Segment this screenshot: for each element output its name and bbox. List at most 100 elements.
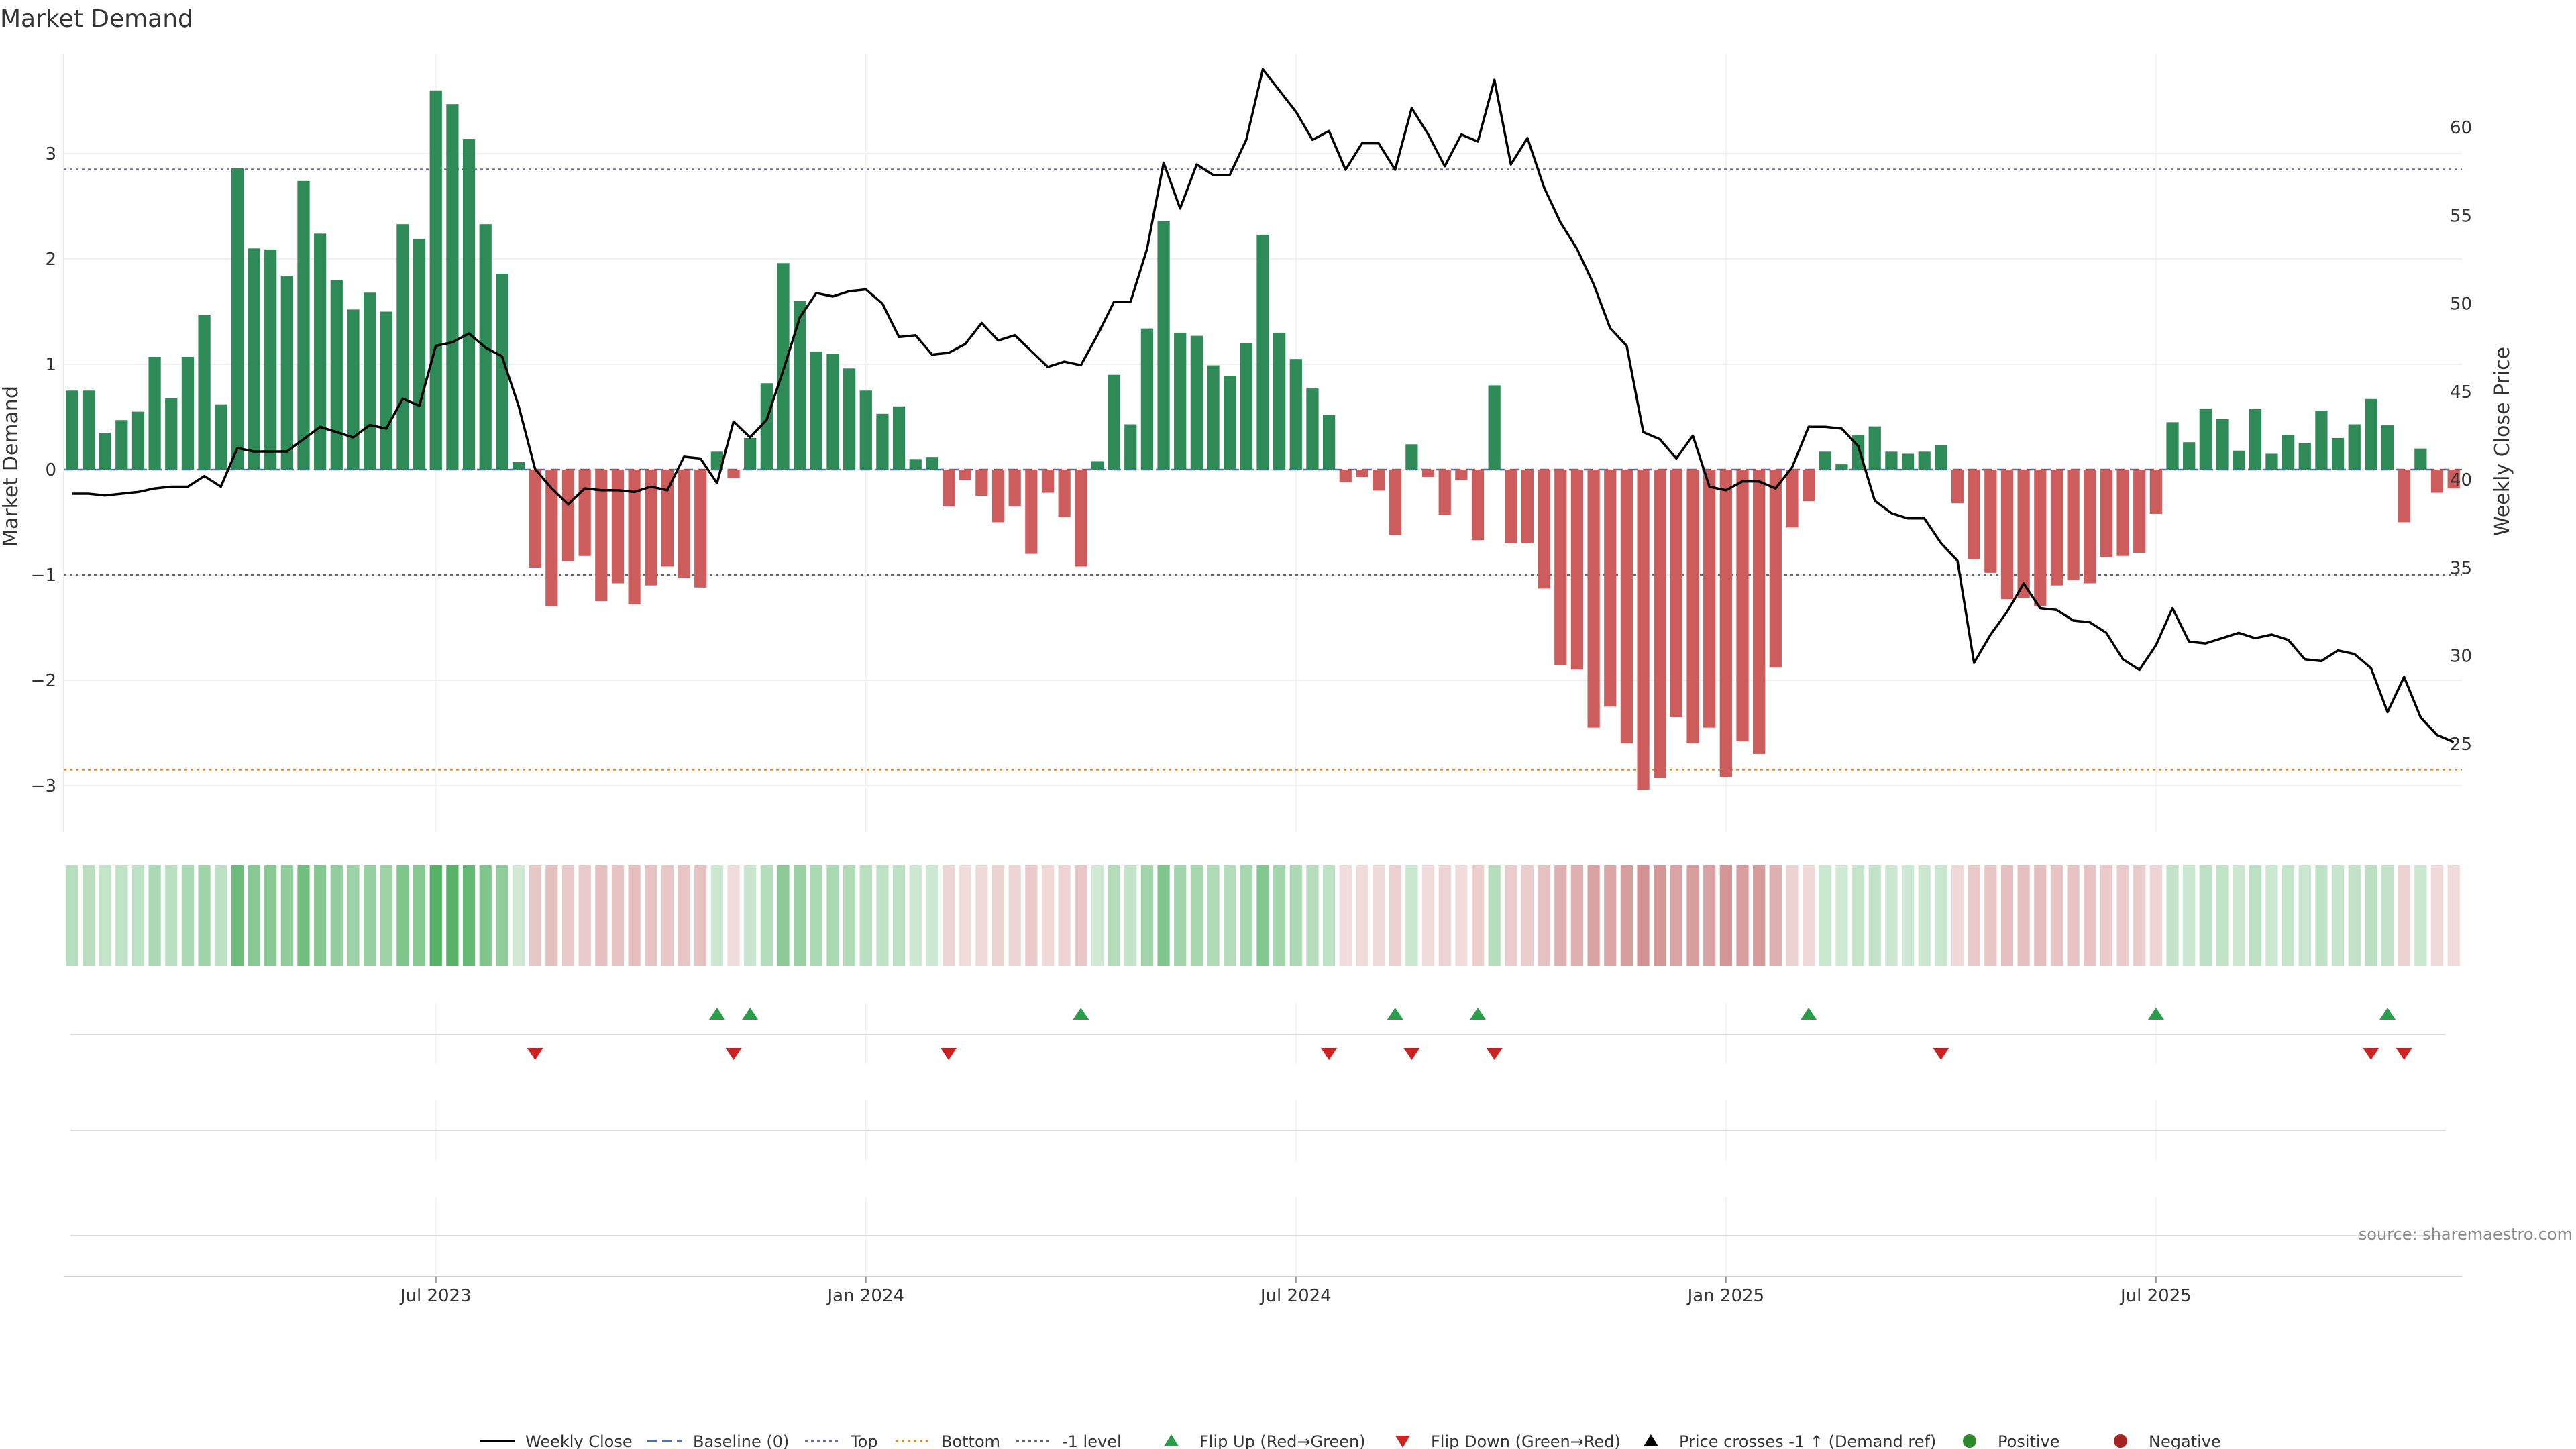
heat-cell bbox=[2447, 865, 2460, 966]
demand-bar bbox=[1637, 470, 1650, 790]
y-right-tick-label: 50 bbox=[2450, 294, 2472, 315]
demand-bar bbox=[314, 233, 327, 470]
x-axis: Jul 2023 Jan 2024 Jul 2024 Jan 2025 Jul 2025 bbox=[64, 1276, 2462, 1306]
heat-cell bbox=[959, 865, 971, 966]
heat-cell bbox=[2034, 865, 2047, 966]
y-left-tick-label: 3 bbox=[45, 144, 56, 164]
legend-label: Top bbox=[850, 1432, 878, 1449]
demand-bar bbox=[1505, 470, 1517, 543]
flip-up-marker bbox=[1387, 1008, 1403, 1020]
demand-bar bbox=[1025, 470, 1038, 554]
heat-cell bbox=[892, 865, 906, 966]
heat-cell bbox=[2430, 865, 2444, 966]
heat-cell bbox=[1554, 865, 1567, 966]
demand-bar bbox=[1984, 470, 1997, 573]
heat-cell bbox=[1604, 865, 1617, 966]
heat-cell bbox=[794, 865, 806, 966]
demand-bar bbox=[1058, 470, 1071, 517]
y-right-tick-label: 60 bbox=[2450, 118, 2472, 138]
demand-bar bbox=[892, 406, 906, 470]
demand-bar bbox=[181, 357, 195, 470]
demand-bar bbox=[165, 398, 178, 470]
y-right-tick-label: 40 bbox=[2450, 470, 2472, 490]
heat-cell bbox=[1190, 865, 1203, 966]
demand-bar bbox=[1686, 470, 1699, 744]
heat-cell bbox=[2149, 865, 2163, 966]
chart-title: Market Demand bbox=[0, 5, 193, 33]
heat-cell bbox=[148, 865, 161, 966]
heat-cell bbox=[198, 865, 211, 966]
heat-cell bbox=[99, 865, 111, 966]
weekly-close-line bbox=[72, 68, 2455, 743]
demand-bar bbox=[2050, 470, 2063, 586]
demand-bar bbox=[694, 470, 707, 588]
x-tick-label: Jan 2025 bbox=[1686, 1286, 1765, 1306]
demand-bar bbox=[1587, 470, 1600, 728]
y-right-axis-label: Weekly Close Price bbox=[2491, 347, 2514, 536]
heat-cell bbox=[1637, 865, 1650, 966]
heat-cell bbox=[2084, 865, 2096, 966]
demand-bar bbox=[148, 357, 161, 470]
heat-cell bbox=[1753, 865, 1766, 966]
heat-cell bbox=[231, 865, 244, 966]
y-right-tick-label: 55 bbox=[2450, 206, 2472, 226]
heat-cell bbox=[66, 865, 78, 966]
demand-bar bbox=[1471, 470, 1485, 541]
heat-cell bbox=[1703, 865, 1716, 966]
demand-bar bbox=[760, 383, 773, 470]
legend-label: Bottom bbox=[941, 1432, 1000, 1449]
heat-cell bbox=[926, 865, 938, 966]
demand-bar bbox=[2216, 419, 2229, 470]
heat-cell bbox=[1951, 865, 1964, 966]
flip-up-marker bbox=[1801, 1008, 1817, 1020]
heat-cell bbox=[2216, 865, 2229, 966]
demand-bar bbox=[1570, 470, 1584, 670]
legend-item: Weekly Close bbox=[480, 1432, 633, 1449]
demand-bar bbox=[1273, 332, 1286, 470]
demand-bar bbox=[2414, 448, 2427, 470]
right-axis-ticks: 60 55 50 45 40 35 30 25 bbox=[2450, 118, 2472, 755]
demand-bar bbox=[561, 470, 575, 561]
heat-cell bbox=[1670, 865, 1683, 966]
demand-bar bbox=[99, 433, 111, 470]
heat-cell bbox=[561, 865, 575, 966]
heat-cell bbox=[1273, 865, 1286, 966]
demand-bar bbox=[909, 459, 922, 470]
y-left-tick-label: 2 bbox=[45, 250, 56, 270]
heat-cell bbox=[1008, 865, 1021, 966]
heat-cell bbox=[1356, 865, 1368, 966]
heat-cell bbox=[1819, 865, 1831, 966]
heat-cell bbox=[1968, 865, 1980, 966]
heat-cell bbox=[496, 865, 508, 966]
demand-bar bbox=[959, 470, 971, 480]
heat-cell bbox=[1306, 865, 1319, 966]
demand-bar bbox=[1108, 374, 1120, 470]
heat-cell bbox=[678, 865, 690, 966]
heat-cell bbox=[2249, 865, 2261, 966]
demand-bar bbox=[2430, 470, 2444, 493]
heat-cell bbox=[1372, 865, 1385, 966]
demand-bar bbox=[66, 390, 78, 470]
demand-bar bbox=[1075, 470, 1087, 567]
demand-bar bbox=[1719, 470, 1732, 777]
demand-bar bbox=[2034, 470, 2047, 607]
demand-bar bbox=[280, 276, 293, 470]
demand-bar bbox=[2331, 437, 2345, 470]
heat-cell bbox=[710, 865, 724, 966]
heat-cell bbox=[82, 865, 95, 966]
demand-bar bbox=[1901, 453, 1915, 470]
heat-cell bbox=[248, 865, 260, 966]
flip-down-marker bbox=[1321, 1048, 1338, 1060]
demand-bar bbox=[1421, 470, 1435, 477]
demand-bar bbox=[2447, 470, 2460, 489]
demand-bar bbox=[645, 470, 657, 586]
heat-cell bbox=[694, 865, 707, 966]
y-right-tick-label: 30 bbox=[2450, 647, 2472, 667]
demand-bar bbox=[1488, 385, 1501, 470]
heat-cell bbox=[1224, 865, 1236, 966]
heat-cell bbox=[2100, 865, 2113, 966]
demand-bar bbox=[2199, 408, 2212, 470]
heat-cell bbox=[2000, 865, 2014, 966]
demand-bar bbox=[2249, 408, 2261, 470]
heat-cell bbox=[2233, 865, 2245, 966]
